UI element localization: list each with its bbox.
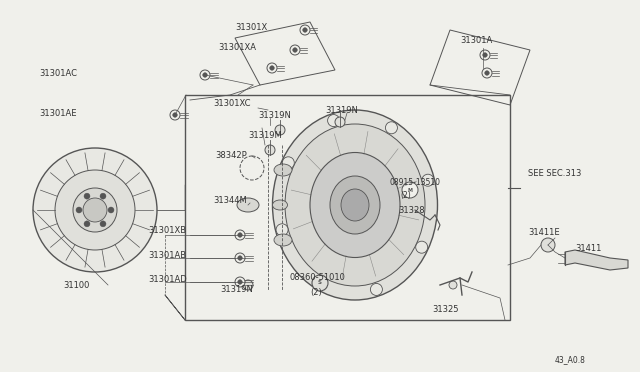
Text: 38342P: 38342P	[215, 151, 247, 160]
Circle shape	[170, 110, 180, 120]
Circle shape	[290, 45, 300, 55]
Circle shape	[292, 48, 297, 52]
Ellipse shape	[273, 200, 287, 210]
Circle shape	[416, 241, 428, 253]
Text: 31301X: 31301X	[235, 22, 268, 32]
Circle shape	[483, 53, 487, 57]
Circle shape	[541, 238, 555, 252]
Ellipse shape	[330, 176, 380, 234]
Text: 31301XA: 31301XA	[218, 42, 256, 51]
Circle shape	[449, 281, 457, 289]
Ellipse shape	[310, 153, 400, 257]
Circle shape	[243, 280, 253, 290]
Circle shape	[173, 113, 177, 117]
Circle shape	[303, 28, 307, 32]
Circle shape	[275, 125, 285, 135]
Text: 08360-51010: 08360-51010	[290, 273, 346, 282]
Circle shape	[100, 221, 106, 227]
Text: 31301AE: 31301AE	[39, 109, 77, 118]
Text: SEE SEC.313: SEE SEC.313	[528, 169, 581, 177]
Ellipse shape	[274, 234, 292, 246]
Circle shape	[276, 224, 288, 236]
Text: 31411: 31411	[575, 244, 602, 253]
Circle shape	[237, 280, 243, 284]
Ellipse shape	[341, 189, 369, 221]
Text: 31100: 31100	[63, 280, 90, 289]
Text: 31301XB: 31301XB	[148, 225, 186, 234]
Ellipse shape	[274, 164, 292, 176]
Ellipse shape	[273, 110, 438, 300]
Circle shape	[267, 63, 277, 73]
Circle shape	[484, 71, 489, 75]
Text: 31319N: 31319N	[258, 110, 291, 119]
Text: M: M	[408, 187, 413, 192]
Circle shape	[235, 277, 245, 287]
Circle shape	[335, 117, 345, 127]
Text: 31344M: 31344M	[213, 196, 247, 205]
Text: 31319N: 31319N	[220, 285, 253, 295]
Text: 31325: 31325	[432, 305, 458, 314]
Circle shape	[269, 66, 275, 70]
Circle shape	[83, 198, 107, 222]
Text: 08915-13510: 08915-13510	[390, 177, 441, 186]
Text: 31328: 31328	[398, 205, 424, 215]
Ellipse shape	[237, 198, 259, 212]
Circle shape	[312, 276, 324, 288]
Circle shape	[282, 157, 294, 169]
Text: 31301AB: 31301AB	[148, 250, 186, 260]
Text: 31301AC: 31301AC	[39, 68, 77, 77]
Circle shape	[402, 182, 418, 198]
Text: 31319N: 31319N	[325, 106, 358, 115]
Circle shape	[300, 25, 310, 35]
Circle shape	[100, 193, 106, 199]
Circle shape	[73, 188, 117, 232]
Circle shape	[265, 145, 275, 155]
Ellipse shape	[285, 124, 425, 286]
Text: S: S	[318, 280, 322, 285]
Circle shape	[84, 221, 90, 227]
Circle shape	[33, 148, 157, 272]
Circle shape	[237, 233, 243, 237]
Circle shape	[84, 193, 90, 199]
Text: (2): (2)	[310, 289, 322, 298]
Circle shape	[482, 68, 492, 78]
Circle shape	[385, 122, 397, 134]
Circle shape	[237, 256, 243, 260]
Circle shape	[480, 50, 490, 60]
Bar	[185, 95, 510, 320]
Circle shape	[235, 253, 245, 263]
Text: 31301AD: 31301AD	[148, 276, 187, 285]
Text: 43_A0.8: 43_A0.8	[555, 356, 586, 365]
Circle shape	[108, 207, 114, 213]
Polygon shape	[565, 250, 628, 270]
Text: (2): (2)	[400, 190, 411, 199]
Text: 31411E: 31411E	[528, 228, 559, 237]
Text: 31319M: 31319M	[248, 131, 282, 140]
Circle shape	[312, 275, 328, 291]
Circle shape	[328, 115, 340, 126]
Text: 31301A: 31301A	[460, 35, 492, 45]
Circle shape	[55, 170, 135, 250]
Circle shape	[76, 207, 82, 213]
Circle shape	[235, 230, 245, 240]
Circle shape	[371, 283, 382, 295]
Circle shape	[203, 73, 207, 77]
Circle shape	[200, 70, 210, 80]
Circle shape	[422, 174, 434, 186]
Text: 31301XC: 31301XC	[213, 99, 250, 108]
